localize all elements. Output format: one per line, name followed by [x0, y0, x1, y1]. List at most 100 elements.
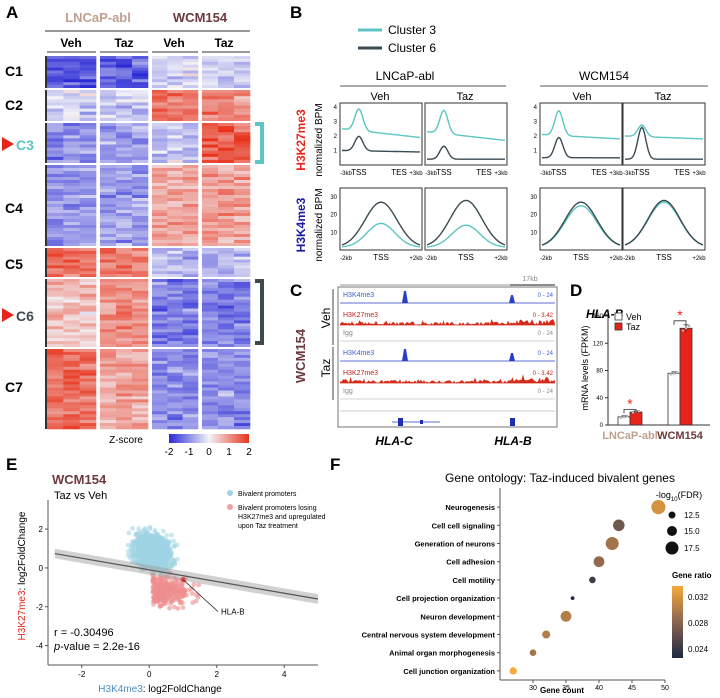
heatmap-cell	[167, 265, 183, 269]
heatmap-cell	[202, 195, 219, 199]
heatmap-cell	[182, 105, 199, 109]
e-point-bivalent	[147, 526, 153, 532]
heatmap-cell	[100, 417, 117, 421]
heatmap-cell	[132, 70, 149, 74]
heatmap-cell	[167, 126, 183, 130]
heatmap-cell	[132, 168, 149, 172]
heatmap-cell	[202, 102, 219, 106]
heatmap-cell	[79, 144, 97, 148]
heatmap-cell	[202, 240, 219, 244]
heatmap-cell	[202, 177, 219, 181]
scale-label: 17kb	[522, 276, 537, 283]
heatmap-cell	[132, 228, 149, 232]
treat-label-3: Veh	[573, 91, 592, 103]
heatmap-cell	[79, 296, 97, 300]
heatmap-cell	[152, 287, 168, 292]
size-legend-title: -log10(FDR)	[656, 490, 702, 503]
heatmap-cell	[218, 265, 235, 269]
heatmap-cell	[47, 174, 64, 178]
heatmap-cell	[79, 99, 97, 103]
e-point-bivalent	[125, 542, 131, 548]
heatmap-cell	[234, 70, 251, 74]
heatmap-cell	[63, 180, 80, 184]
heatmap-cell	[47, 423, 64, 427]
heatmap-cell	[202, 390, 219, 394]
heatmap-cell	[152, 384, 168, 388]
heatmap-cell	[182, 102, 199, 106]
heatmap-cell	[182, 207, 199, 211]
heatmap-cell	[202, 234, 219, 238]
heatmap-cell	[218, 243, 235, 247]
heatmap-cell	[167, 213, 183, 217]
heatmap-cell	[132, 225, 149, 229]
heatmap-cell	[132, 67, 149, 71]
heatmap-cell	[132, 378, 149, 382]
heatmap-cell	[167, 64, 183, 68]
group-label-lncap: LNCaP-abl	[65, 10, 131, 25]
heatmap-cell	[202, 61, 219, 66]
heatmap-cell	[218, 311, 235, 315]
heatmap-cell	[47, 338, 64, 342]
track-label: H3K27me3	[343, 370, 378, 377]
heatmap-cell	[167, 198, 183, 202]
heatmap-cell	[132, 326, 149, 330]
heatmap-cell	[100, 423, 117, 427]
heatmap-cell	[100, 138, 117, 142]
heatmap-cell	[182, 320, 199, 324]
heatmap-cell	[202, 329, 219, 333]
heatmap-cell	[79, 102, 97, 106]
heatmap-cell	[167, 296, 183, 300]
heatmap-cell	[79, 159, 97, 164]
heatmap-cell	[132, 99, 149, 103]
heatmap-cell	[234, 326, 251, 330]
e-point-losing	[196, 582, 202, 588]
d-replicate-point	[622, 415, 626, 419]
e-point-losing	[175, 606, 181, 611]
f-xtick-label: 45	[628, 685, 636, 692]
heatmap-cell	[182, 357, 199, 362]
e-point-losing	[171, 604, 177, 610]
heatmap-cell	[63, 204, 80, 208]
heatmap-cell	[167, 369, 183, 373]
heatmap-cell	[218, 147, 235, 151]
heatmap-cell	[167, 250, 183, 255]
heatmap-cell	[234, 308, 251, 312]
heatmap-cell	[63, 58, 80, 63]
heatmap-cell	[79, 168, 97, 172]
heatmap-cell	[79, 287, 97, 292]
heatmap-cell	[152, 393, 168, 397]
heatmap-cell	[182, 189, 199, 193]
heatmap-cell	[218, 248, 235, 252]
heatmap-cell	[234, 293, 251, 298]
heatmap-cell	[116, 99, 133, 103]
k27-xtick: +3kb	[409, 171, 423, 177]
e-point-bivalent	[169, 532, 174, 538]
heatmap-cell	[79, 279, 97, 283]
heatmap-cell	[79, 420, 97, 424]
heatmap-cell	[132, 387, 149, 391]
panel-d-title: HLA-B	[586, 307, 624, 321]
heatmap-cell	[234, 177, 251, 181]
heatmap-cell	[202, 279, 219, 283]
heatmap-cell	[63, 417, 80, 421]
heatmap-cell	[218, 402, 235, 406]
heatmap-cell	[152, 108, 168, 112]
heatmap-cell	[202, 284, 219, 289]
heatmap-cell	[100, 351, 117, 356]
heatmap-cell	[100, 135, 117, 139]
e-point-losing	[167, 581, 172, 587]
heatmap-cell	[218, 354, 235, 359]
heatmap-cell	[218, 132, 235, 136]
heatmap-cell	[152, 195, 168, 199]
k27-ytick: 1	[534, 149, 538, 155]
heatmap-cell	[116, 390, 133, 394]
heatmap-cell	[234, 360, 251, 365]
heatmap-cell	[79, 357, 97, 362]
heatmap-cell	[63, 216, 80, 220]
heatmap-cell	[234, 108, 251, 112]
k4-line-cluster3	[426, 224, 506, 248]
heatmap-cell	[132, 349, 149, 353]
heatmap-cell	[202, 171, 219, 175]
heatmap-cell	[63, 299, 80, 303]
heatmap-cell	[132, 338, 149, 342]
